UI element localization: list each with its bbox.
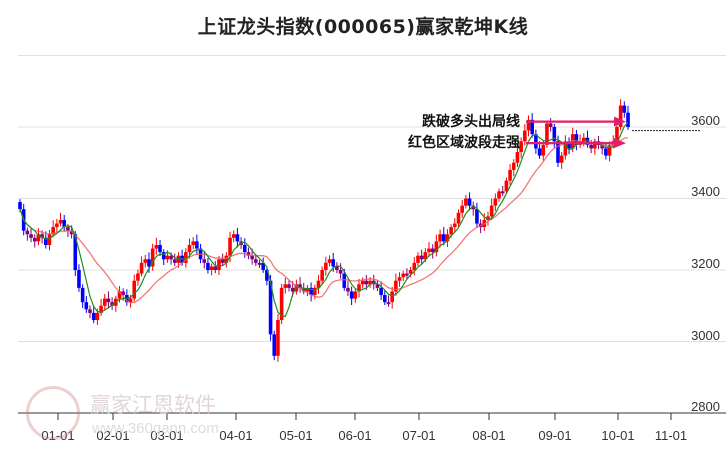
- annotation-red-zone: 红色区域波段走强: [408, 135, 520, 151]
- y-tick-3000: 3000: [691, 328, 720, 343]
- annotation-exit-line: 跌破多头出局线: [422, 114, 520, 130]
- chart-title: 上证龙头指数(000065)赢家乾坤K线: [197, 16, 529, 38]
- y-tick-3200: 3200: [691, 256, 720, 271]
- watermark-text: 赢家江恩软件: [90, 393, 216, 417]
- x-tick-label: 02-01: [96, 428, 130, 443]
- x-tick-label: 08-01: [472, 428, 506, 443]
- x-tick-label: 07-01: [402, 428, 436, 443]
- x-tick-label: 04-01: [219, 428, 253, 443]
- x-tick-label: 06-01: [338, 428, 372, 443]
- y-tick-2800: 2800: [691, 399, 720, 414]
- y-tick-3600: 3600: [691, 113, 720, 128]
- x-tick-label: 10-01: [601, 428, 635, 443]
- x-tick-label: 09-01: [538, 428, 572, 443]
- y-tick-3400: 3400: [691, 184, 720, 199]
- x-tick-label: 11-01: [654, 428, 688, 443]
- x-tick-label: 05-01: [279, 428, 313, 443]
- x-tick-label: 03-01: [150, 428, 184, 443]
- watermark-seal-icon: [26, 386, 80, 440]
- watermark-url: www.360gann.com: [92, 420, 219, 437]
